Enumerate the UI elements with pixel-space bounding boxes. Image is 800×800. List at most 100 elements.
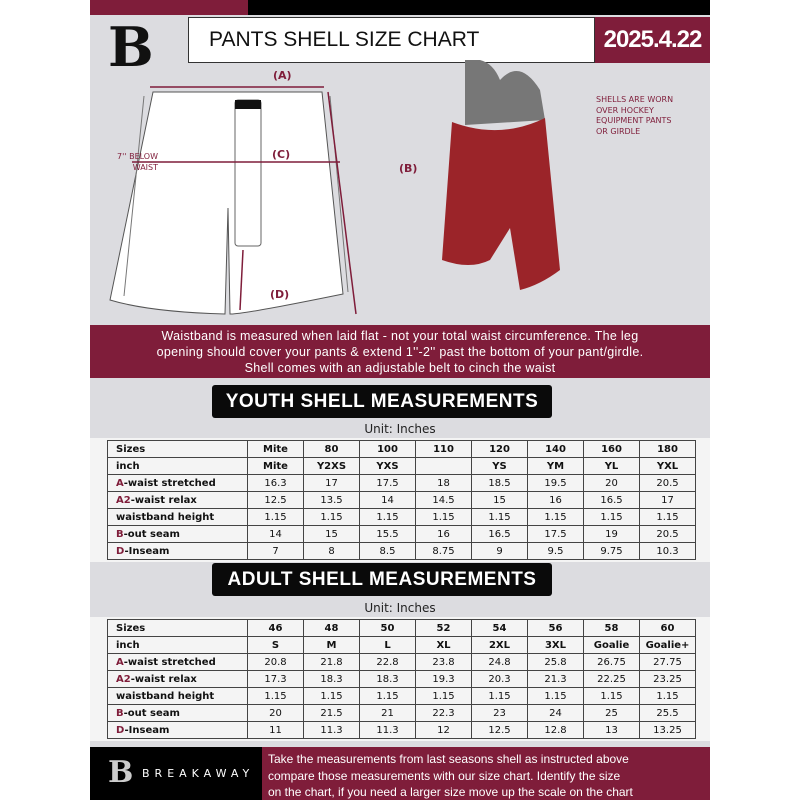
- table-cell: YS: [471, 457, 528, 475]
- top-accent-bar: [90, 0, 248, 15]
- table-cell: 1.15: [583, 508, 640, 526]
- table-cell: Goalie+: [639, 636, 696, 654]
- table-cell: 14.5: [415, 491, 472, 509]
- table-cell: 18: [415, 474, 472, 492]
- table-cell: 19.3: [415, 670, 472, 688]
- youth-size-table: Sizes Mite 80 100 110 120 140 160 180 inch Mite Y2X…: [107, 440, 696, 560]
- table-cell: 20: [583, 474, 640, 492]
- table-cell: 52: [415, 619, 472, 637]
- table-cell: 18.5: [471, 474, 528, 492]
- table-cell: [415, 457, 472, 475]
- table-cell: YXL: [639, 457, 696, 475]
- row-label: D-Inseam: [107, 542, 248, 560]
- table-cell: 14: [247, 525, 304, 543]
- table-cell: 7: [247, 542, 304, 560]
- table-row: B-out seam 14 15 15.5 16 16.5 17.5 19 20.5: [107, 525, 696, 543]
- c-measure-note: 7'' BELOW WAIST: [108, 152, 158, 173]
- note-line: OR GIRDLE: [596, 126, 641, 136]
- table-cell: 180: [639, 440, 696, 458]
- row-label: inch: [107, 636, 248, 654]
- table-cell: 1.15: [527, 687, 584, 705]
- table-cell: 18.3: [359, 670, 416, 688]
- note-line: OVER HOCKEY: [596, 105, 654, 115]
- table-cell: 17.3: [247, 670, 304, 688]
- chart-date: 2025.4.22: [595, 17, 710, 63]
- table-cell: 1.15: [471, 687, 528, 705]
- table-cell: 1.15: [471, 508, 528, 526]
- table-cell: Mite: [247, 440, 304, 458]
- table-cell: 16: [415, 525, 472, 543]
- table-cell: 48: [303, 619, 360, 637]
- table-cell: 12.8: [527, 721, 584, 739]
- table-cell: 20: [247, 704, 304, 722]
- table-cell: 22.3: [415, 704, 472, 722]
- table-cell: 20.8: [247, 653, 304, 671]
- table-cell: 100: [359, 440, 416, 458]
- measure-code: A: [116, 477, 124, 489]
- table-row: D-Inseam 7 8 8.5 8.75 9 9.5 9.75 10.3: [107, 542, 696, 560]
- label-c: (C): [272, 148, 291, 161]
- measure-name: -waist relax: [130, 673, 197, 685]
- table-cell: 23.8: [415, 653, 472, 671]
- measure-name: -Inseam: [124, 545, 170, 557]
- table-cell: Goalie: [583, 636, 640, 654]
- table-cell: 17: [639, 491, 696, 509]
- measure-name: -out seam: [123, 707, 180, 719]
- table-cell: 26.75: [583, 653, 640, 671]
- table-cell: 16: [527, 491, 584, 509]
- table-cell: 15.5: [359, 525, 416, 543]
- table-row: A2-waist relax 17.3 18.3 18.3 19.3 20.3 21.3 22…: [107, 670, 696, 688]
- table-cell: 3XL: [527, 636, 584, 654]
- footer-line: on the chart, if you need a larger size …: [268, 785, 633, 799]
- size-chart-page: B PANTS SHELL SIZE CHART 2025.4.22 (A) (…: [90, 0, 710, 800]
- table-row: A2-waist relax 12.5 13.5 14 14.5 15 16 16.5 17: [107, 491, 696, 509]
- table-cell: 1.15: [583, 687, 640, 705]
- table-cell: 20.5: [639, 474, 696, 492]
- table-cell: 140: [527, 440, 584, 458]
- table-cell: 17.5: [359, 474, 416, 492]
- footer-line: compare those measurements with our size…: [268, 768, 621, 783]
- table-cell: 1.15: [359, 508, 416, 526]
- youth-heading: YOUTH SHELL MEASUREMENTS: [212, 385, 552, 418]
- row-label: Sizes: [107, 619, 248, 637]
- table-cell: 1.15: [247, 687, 304, 705]
- youth-unit: Unit: Inches: [364, 422, 436, 436]
- measure-name: -out seam: [123, 528, 180, 540]
- row-label: waistband height: [107, 508, 248, 526]
- table-cell: 1.15: [415, 687, 472, 705]
- table-cell: 8: [303, 542, 360, 560]
- table-cell: 1.15: [359, 687, 416, 705]
- shell-photo: [442, 60, 560, 290]
- table-cell: M: [303, 636, 360, 654]
- measure-code: D: [116, 545, 125, 557]
- shell-note: SHELLS ARE WORN OVER HOCKEY EQUIPMENT PA…: [596, 95, 673, 137]
- measure-code: A2: [116, 494, 131, 506]
- table-cell: 24: [527, 704, 584, 722]
- table-cell: YXS: [359, 457, 416, 475]
- table-cell: 12.5: [247, 491, 304, 509]
- table-cell: 120: [471, 440, 528, 458]
- label-a: (A): [273, 69, 292, 82]
- table-cell: 21: [359, 704, 416, 722]
- table-row: waistband height 1.15 1.15 1.15 1.15 1.15 1.15…: [107, 687, 696, 705]
- table-cell: 11: [247, 721, 304, 739]
- table-row: A-waist stretched 16.3 17 17.5 18 18.5 19.5 20 2…: [107, 474, 696, 492]
- measure-code: B: [116, 707, 124, 719]
- brand-name: BREAKAWAY: [142, 767, 255, 780]
- table-cell: 21.5: [303, 704, 360, 722]
- table-cell: 16.5: [471, 525, 528, 543]
- measure-name: -Inseam: [124, 724, 170, 736]
- table-cell: 2XL: [471, 636, 528, 654]
- measure-name: Sizes: [116, 443, 146, 455]
- table-cell: 20.3: [471, 670, 528, 688]
- measure-name: Sizes: [116, 622, 146, 634]
- table-cell: 19.5: [527, 474, 584, 492]
- table-cell: 8.75: [415, 542, 472, 560]
- label-d: (D): [270, 288, 290, 301]
- table-cell: 9.75: [583, 542, 640, 560]
- measure-code: A: [116, 656, 124, 668]
- measure-name: -waist relax: [130, 494, 197, 506]
- table-cell: 13.5: [303, 491, 360, 509]
- table-cell: 17: [303, 474, 360, 492]
- row-label: D-Inseam: [107, 721, 248, 739]
